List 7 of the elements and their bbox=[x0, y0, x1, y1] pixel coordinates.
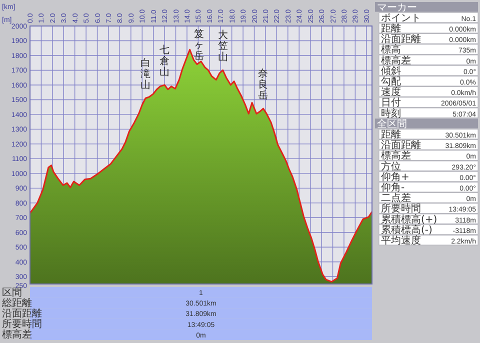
annotation: 奈良岳 bbox=[258, 68, 268, 102]
text: 全区間 bbox=[377, 118, 407, 130]
annotation: 白滝山 bbox=[140, 57, 150, 92]
annotation: 笈ヶ岳 bbox=[194, 28, 204, 62]
annotation: 大笠山 bbox=[218, 29, 228, 64]
text: マーカー bbox=[377, 2, 417, 14]
annotation: 七倉山 bbox=[160, 44, 170, 78]
